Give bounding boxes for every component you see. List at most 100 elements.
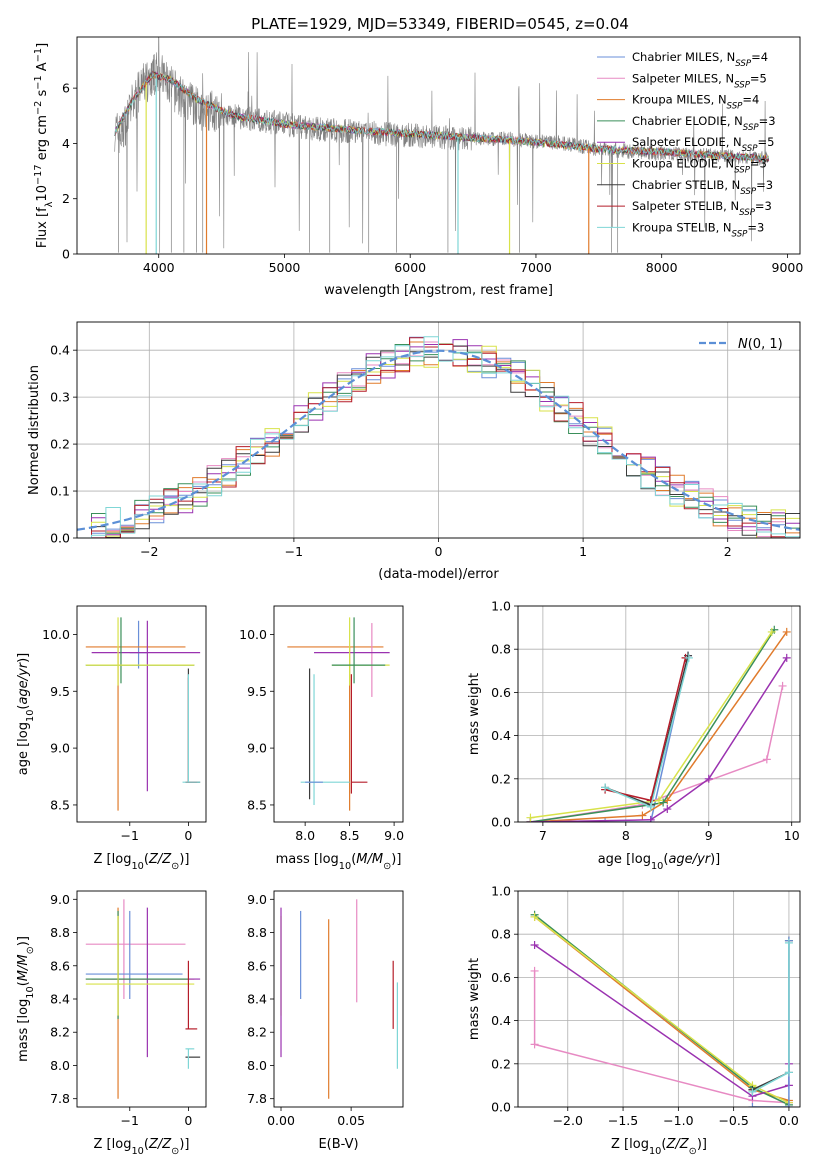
plot-area (530, 910, 793, 1107)
x-tick-label: 2 (724, 544, 732, 559)
y-tick-label: 8.0 (50, 1058, 70, 1073)
y-axis-label: Normed distribution (27, 365, 42, 495)
x-axis-label: E(B-V) (318, 1137, 358, 1152)
axes-weight_vs_Z: −2.0 −1.5 −1.0 −0.5 0.0 0.0 0.2 0.4 0.6 0.8 1.0 Z [… (467, 884, 801, 1157)
y-tick-label: 0.0 (491, 1100, 511, 1115)
legend-entry: Salpeter ELODIE, NSSP=5 (632, 135, 774, 154)
weight-marker (530, 941, 539, 949)
y-tick-label: 10.0 (239, 627, 267, 642)
axes-frame (517, 605, 801, 823)
axes-residuals: −2 −1 0 1 2 0.0 0.1 0.2 0.3 0.4 N(0, 1) (data-model… (27, 321, 801, 582)
x-tick-label: 0 (184, 828, 192, 843)
y-tick-label: 8.8 (50, 925, 70, 940)
x-tick-label: 7000 (520, 260, 552, 275)
weight-marker (530, 912, 539, 921)
weight-line-chabrier-elodie (530, 629, 775, 822)
y-tick-label: 8.4 (50, 992, 70, 1007)
y-tick-label: 0.6 (491, 685, 511, 700)
axes-mass_vs_Z: −1 0 7.8 8.0 8.2 8.4 8.6 8.8 9.0 Z [log10(Z/Z⊙)] m… (16, 890, 207, 1157)
axes-weight_vs_age: 7 8 9 10 0.0 0.2 0.4 0.6 0.8 1.0 age [log10(age/yr… (467, 599, 801, 872)
plot-area (85, 617, 201, 811)
weight-line-chabrier-stelib (752, 940, 790, 1091)
y-tick-label: 2 (62, 191, 70, 206)
x-axis-label: mass [log10(M/M⊙)] (276, 852, 402, 872)
x-tick-label: 6000 (394, 260, 426, 275)
y-tick-label: 0.8 (491, 642, 511, 657)
weight-marker (684, 653, 693, 662)
x-tick-label: 1 (579, 544, 587, 559)
plot-area (287, 617, 390, 811)
y-tick-label: 1.0 (491, 599, 511, 614)
y-tick-label: 9.5 (50, 684, 70, 699)
y-axis-label: mass weight (467, 673, 482, 755)
x-axis-label: wavelength [Angstrom, rest frame] (324, 283, 553, 298)
axes-frame (76, 605, 207, 823)
y-axis-label: Flux [fλ10−17 erg cm−2 s−1 A−1] (33, 43, 55, 248)
x-axis-label: Z [log10(Z/Z⊙)] (94, 852, 190, 872)
y-tick-label: 8.5 (247, 797, 267, 812)
y-tick-label: 8.8 (247, 925, 267, 940)
x-axis-label: age [log10(age/yr)] (598, 852, 721, 872)
axes-spectrum: 4000 5000 6000 7000 8000 9000 0 2 4 6 wavelength [… (33, 36, 803, 298)
weight-marker (704, 774, 713, 783)
legend-entry: Chabrier ELODIE, NSSP=3 (632, 114, 776, 133)
y-tick-label: 0.4 (491, 728, 511, 743)
y-tick-label: 6 (62, 81, 70, 96)
hist-kroupa-stelib (77, 336, 800, 538)
x-tick-label: 7 (539, 828, 547, 843)
axes-frame (76, 890, 207, 1108)
y-tick-label: 7.8 (247, 1091, 267, 1106)
x-tick-label: 8.0 (295, 828, 315, 843)
x-tick-label: 0.05 (337, 1113, 365, 1128)
x-tick-label: −0.5 (718, 1113, 748, 1128)
weight-line-salpeter-miles (533, 970, 789, 1104)
weight-marker (762, 755, 771, 764)
y-tick-label: 0 (62, 247, 70, 262)
weight-marker (748, 1103, 757, 1107)
x-tick-label: 4000 (143, 260, 175, 275)
y-tick-label: 10.0 (42, 627, 70, 642)
y-tick-label: 1.0 (491, 884, 511, 899)
y-tick-label: 0.8 (491, 927, 511, 942)
weight-marker (638, 811, 647, 820)
gaussian-curve (77, 349, 800, 531)
weight-marker (784, 1103, 793, 1107)
x-tick-label: −1 (121, 828, 139, 843)
y-tick-label: 9.5 (247, 684, 267, 699)
weight-marker (748, 1087, 757, 1096)
x-tick-label: −1.5 (608, 1113, 638, 1128)
weight-line-chabrier-elodie (534, 914, 790, 1106)
legend-entry: Chabrier MILES, NSSP=4 (632, 50, 768, 69)
y-tick-label: 8.2 (50, 1025, 70, 1040)
weight-marker (601, 818, 610, 822)
y-tick-label: 8.4 (247, 992, 267, 1007)
y-tick-label: 9.0 (50, 741, 70, 756)
x-tick-label: 9.0 (384, 828, 404, 843)
plot-area (280, 899, 398, 1099)
y-tick-label: 9.0 (247, 741, 267, 756)
x-tick-label: 0 (184, 1113, 192, 1128)
weight-marker (530, 1040, 539, 1049)
legend-entry: Kroupa MILES, NSSP=4 (632, 93, 759, 112)
figure-title: PLATE=1929, MJD=53349, FIBERID=0545, z=0… (251, 15, 629, 33)
y-tick-label: 0.0 (491, 815, 511, 830)
y-tick-label: 8.5 (50, 797, 70, 812)
plot-area (77, 336, 800, 538)
y-tick-label: 0.3 (50, 390, 70, 405)
x-tick-label: 8.5 (340, 828, 360, 843)
y-axis-label: mass weight (467, 958, 482, 1040)
weight-marker (646, 815, 655, 822)
y-tick-label: 0.4 (491, 1013, 511, 1028)
x-axis-label: Z [log10(Z/Z⊙)] (611, 1137, 707, 1157)
weight-marker (530, 966, 539, 975)
legend-entry: Salpeter STELIB, NSSP=3 (632, 199, 772, 218)
y-tick-label: 8.0 (247, 1058, 267, 1073)
y-axis-label: age [log10(age/yr)] (16, 653, 36, 776)
x-tick-label: 9 (705, 828, 713, 843)
weight-marker (646, 802, 655, 811)
weight-marker (767, 627, 776, 636)
x-tick-label: −1.0 (663, 1113, 693, 1128)
y-axis-label: mass [log10(M/M⊙)] (16, 936, 36, 1062)
axes-age_vs_mass: 8.0 8.5 9.0 8.5 9.0 9.5 10.0 mass [log10(M/M⊙)] (239, 605, 404, 872)
